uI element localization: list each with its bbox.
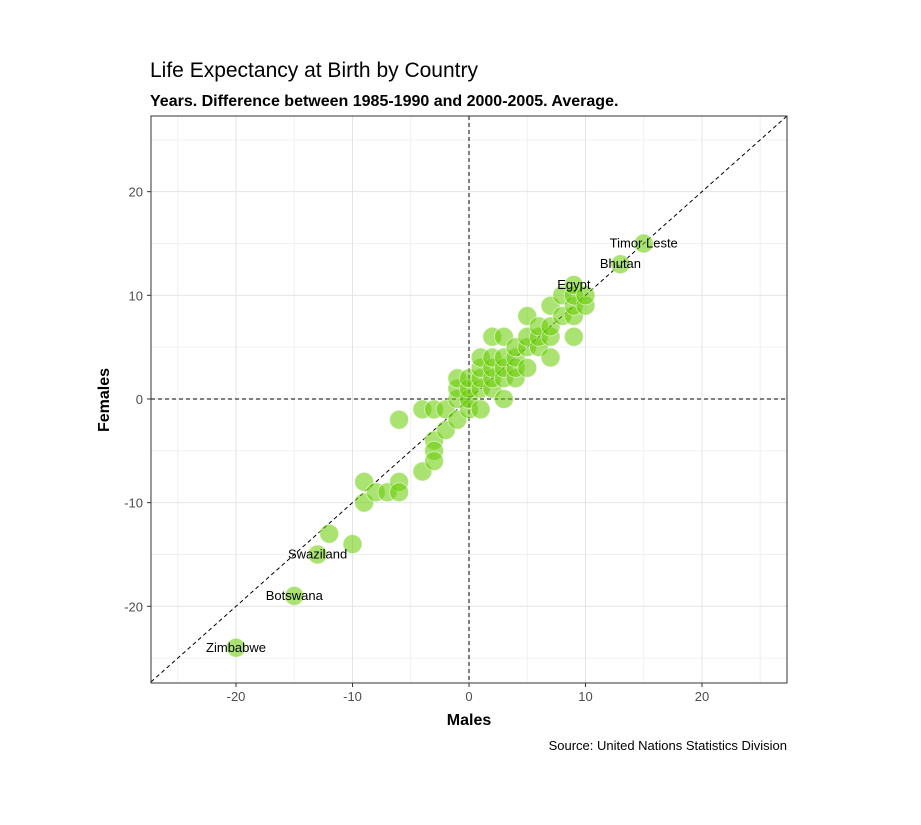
chart-title: Life Expectancy at Birth by Country (150, 59, 478, 82)
data-point (319, 523, 340, 544)
country-label: Timor Leste (610, 235, 678, 250)
data-point (389, 409, 410, 430)
data-point (610, 254, 631, 275)
x-axis-label: Males (447, 712, 492, 729)
country-label: Zimbabwe (206, 640, 266, 655)
data-point (226, 637, 247, 658)
country-label: Bhutan (600, 256, 641, 271)
data-point (424, 451, 445, 472)
identity-line (150, 115, 788, 683)
caption: Source: United Nations Statistics Divisi… (549, 738, 787, 753)
data-point (284, 585, 305, 606)
data-point (307, 544, 328, 565)
x-tick-label: 20 (695, 689, 709, 704)
data-point (470, 399, 491, 420)
y-tick-label: 20 (129, 185, 143, 200)
data-point (633, 233, 654, 254)
chart-subtitle: Years. Difference between 1985-1990 and … (150, 93, 618, 110)
data-point (389, 482, 410, 503)
country-label: Botswana (266, 588, 324, 603)
data-point (493, 388, 514, 409)
y-tick-label: 10 (129, 288, 143, 303)
x-tick-label: -20 (227, 689, 246, 704)
data-point (575, 285, 596, 306)
data-point (342, 534, 363, 555)
x-tick-label: -10 (343, 689, 362, 704)
y-tick-label: -20 (124, 599, 143, 614)
data-point (540, 347, 561, 368)
data-point (563, 326, 584, 347)
country-label: Egypt (557, 277, 591, 292)
y-tick-label: 0 (136, 392, 143, 407)
country-label: Swaziland (288, 546, 347, 561)
x-tick-label: 0 (465, 689, 472, 704)
x-tick-label: 10 (578, 689, 592, 704)
y-tick-label: -10 (124, 496, 143, 511)
y-axis-label: Females (96, 368, 113, 432)
data-point (517, 357, 538, 378)
